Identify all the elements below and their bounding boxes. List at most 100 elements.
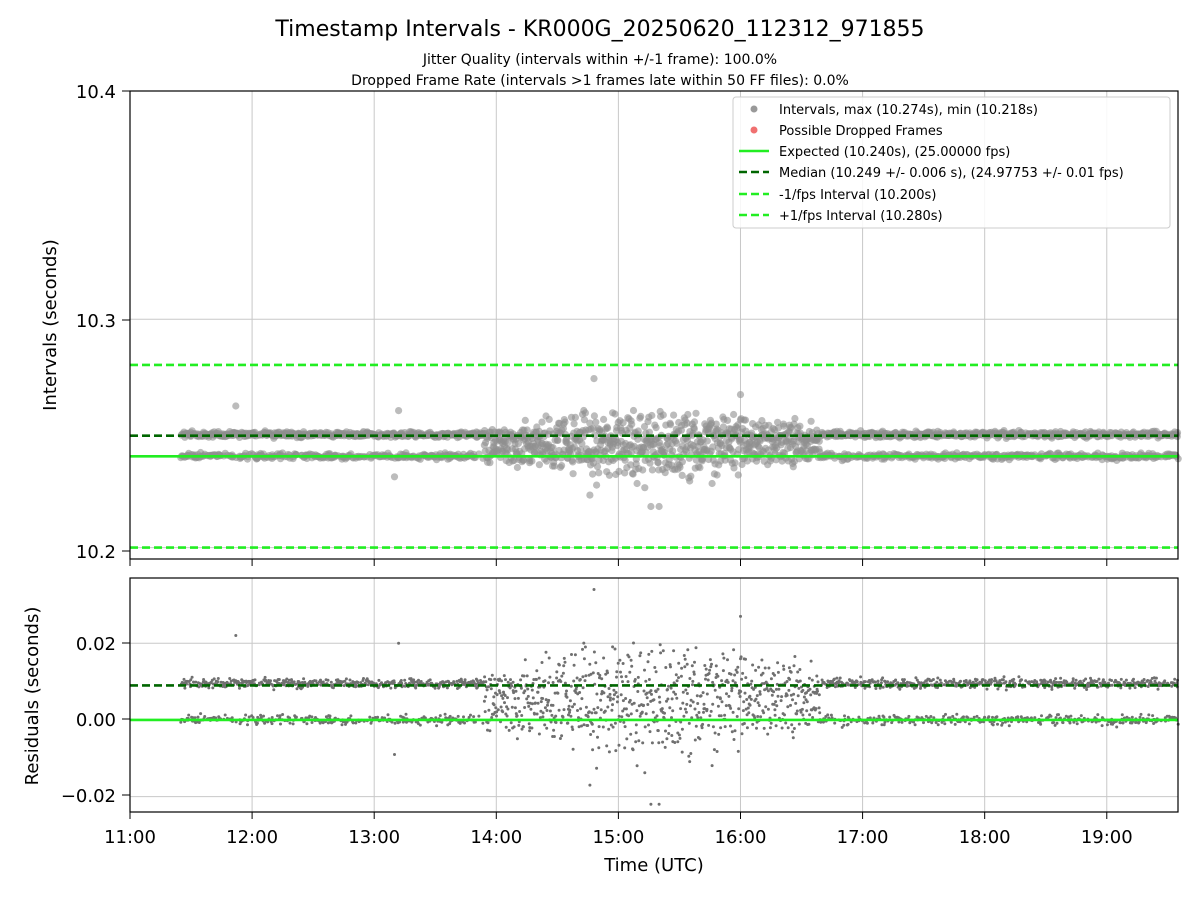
residual-point xyxy=(711,725,715,729)
interval-point xyxy=(709,443,717,451)
residual-point xyxy=(1007,724,1011,728)
residual-point xyxy=(886,680,890,684)
interval-point xyxy=(569,470,577,478)
residual-point xyxy=(1151,714,1155,718)
residual-point xyxy=(376,715,380,719)
residual-point xyxy=(939,681,943,685)
top-panel: 10.2 10.3 10.4 Intervals (seconds) Inter… xyxy=(40,82,1182,566)
residual-point xyxy=(448,714,452,718)
interval-point xyxy=(687,472,695,480)
residual-point xyxy=(628,670,632,674)
residual-point xyxy=(773,713,777,717)
residual-point xyxy=(211,686,215,690)
residual-point xyxy=(1095,679,1099,683)
xtick-label: 12:00 xyxy=(226,827,278,848)
residual-point xyxy=(592,707,596,711)
top-ytick-label: 10.3 xyxy=(76,311,116,332)
residual-point xyxy=(815,674,819,678)
residual-point xyxy=(550,713,554,717)
residual-point xyxy=(835,676,839,680)
residual-point xyxy=(393,721,397,725)
residual-point xyxy=(1139,712,1143,716)
residual-point xyxy=(246,723,249,727)
residual-point xyxy=(754,668,758,672)
residual-point xyxy=(779,699,783,703)
residual-point xyxy=(281,713,285,716)
residual-point xyxy=(907,684,911,688)
residual-point xyxy=(516,696,520,700)
residual-point xyxy=(818,711,822,715)
residual-point xyxy=(1110,679,1114,682)
residual-point xyxy=(735,715,739,718)
interval-point xyxy=(558,462,566,470)
residual-point xyxy=(1115,725,1119,729)
residual-point xyxy=(562,664,566,668)
residual-point xyxy=(643,725,647,729)
residual-point xyxy=(784,721,788,725)
residual-point xyxy=(1052,721,1056,724)
chart-subtitle-dropped: Dropped Frame Rate (intervals >1 frames … xyxy=(351,73,849,89)
residual-point xyxy=(669,686,673,690)
residual-point xyxy=(842,723,846,727)
residual-point xyxy=(688,677,692,680)
residual-point xyxy=(511,680,515,684)
chart-title: Timestamp Intervals - KR000G_20250620_11… xyxy=(274,17,924,42)
residual-point xyxy=(1119,677,1123,681)
residual-point xyxy=(1096,713,1100,717)
residual-point xyxy=(1156,687,1160,691)
residual-point xyxy=(690,664,694,668)
residual-point xyxy=(725,692,728,696)
residual-point xyxy=(681,701,685,705)
interval-point xyxy=(736,391,745,399)
interval-point xyxy=(721,456,729,464)
residual-point xyxy=(548,709,552,713)
residual-point xyxy=(701,722,705,726)
residual-point xyxy=(611,697,615,701)
interval-point xyxy=(535,461,544,469)
residual-point xyxy=(724,704,728,708)
residual-point xyxy=(741,671,745,675)
residual-point xyxy=(713,688,717,692)
residual-point xyxy=(560,734,564,738)
residual-point xyxy=(1138,715,1142,719)
residual-point xyxy=(565,689,568,693)
residual-point xyxy=(677,733,681,737)
residual-point xyxy=(526,687,530,691)
residual-point xyxy=(561,715,565,719)
residual-point xyxy=(720,700,724,704)
residual-point xyxy=(212,677,216,681)
residual-point xyxy=(1118,721,1122,725)
residual-point xyxy=(798,679,802,683)
residual-point xyxy=(755,726,758,730)
residual-point xyxy=(543,679,547,683)
residual-point xyxy=(539,700,543,704)
residual-point xyxy=(506,680,510,684)
interval-point xyxy=(570,420,578,428)
residual-point xyxy=(715,695,719,699)
residual-point xyxy=(636,675,640,679)
residual-point xyxy=(692,672,696,676)
residual-point xyxy=(780,726,784,730)
residual-point xyxy=(571,705,574,709)
residual-point xyxy=(1001,721,1005,725)
residual-point xyxy=(554,721,558,724)
residual-point xyxy=(694,724,698,728)
residual-point xyxy=(519,686,523,690)
residual-point xyxy=(930,721,934,725)
residual-point xyxy=(931,678,935,681)
interval-point xyxy=(646,459,654,467)
residual-point xyxy=(433,686,437,690)
interval-point xyxy=(611,410,619,418)
interval-point xyxy=(670,411,678,419)
residual-point xyxy=(234,634,238,637)
residual-point xyxy=(775,704,779,708)
residual-point xyxy=(581,675,585,679)
residual-point xyxy=(586,724,590,727)
residual-point xyxy=(462,715,465,719)
interval-point xyxy=(640,423,649,431)
residual-point xyxy=(1001,678,1005,682)
residual-point xyxy=(693,660,696,664)
residual-point xyxy=(632,701,636,705)
interval-point xyxy=(528,457,536,465)
residual-point xyxy=(596,706,600,710)
